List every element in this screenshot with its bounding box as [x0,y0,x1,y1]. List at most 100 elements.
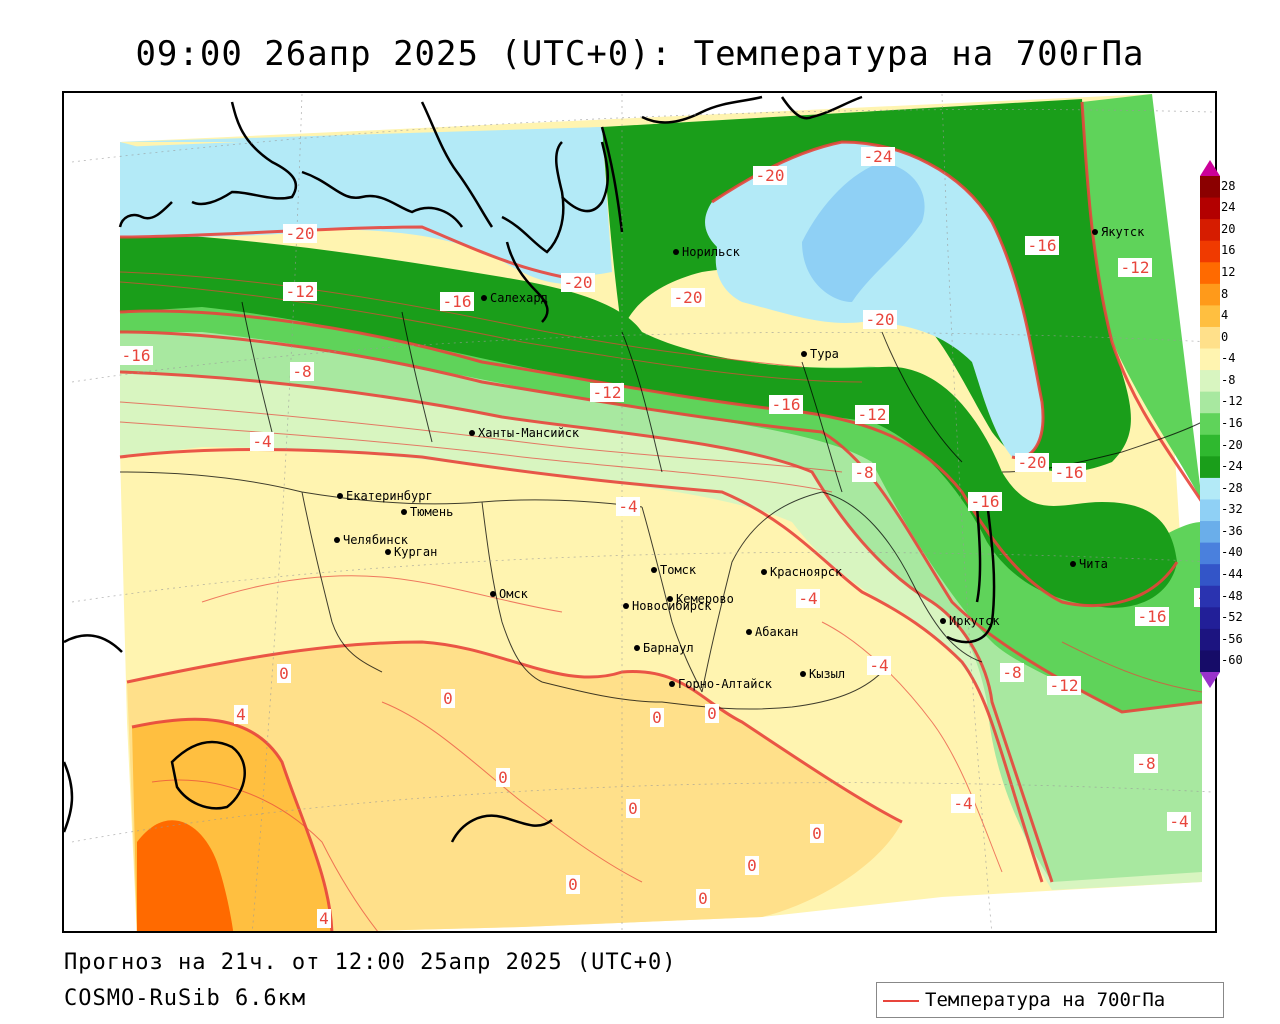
city-label: Салехард [490,291,548,305]
city-label: Челябинск [343,533,409,547]
city-label: Кызыл [809,667,845,681]
isoline-label: -8 [1002,663,1021,682]
isoline-label: -16 [1028,236,1057,255]
isoline-label: -20 [674,288,703,307]
isoline-label: -8 [292,362,311,381]
city-label: Норильск [682,245,741,259]
city-label: Тура [810,347,839,361]
isoline-label: 0 [707,704,717,723]
colorbar-top-arrow-icon [1200,160,1220,176]
isoline-label: 0 [812,824,822,843]
isoline-label: 4 [236,705,246,724]
colorbar-segment [1200,564,1220,587]
isoline-label-bg [1134,754,1158,773]
city-dot-icon [673,249,679,255]
isoline-label-bg [290,362,314,381]
colorbar-segment [1200,628,1220,651]
isoline-label: -12 [858,405,887,424]
city-dot-icon [1070,561,1076,567]
colorbar-tick-label: 4 [1221,308,1229,323]
isoline-label-bg [867,656,891,675]
colorbar-tick-label: 12 [1221,265,1236,280]
city-dot-icon [337,493,343,499]
temperature-map[interactable]: -20 -12 -16 -20 -20 -20 -24 -16 -12 -16 -8 -20 -12 -1… [64,93,1217,933]
isoline-label: -12 [593,383,622,402]
map-panel[interactable]: -20 -12 -16 -20 -20 -20 -24 -16 -12 -16 -8 -20 -12 -1… [62,91,1217,933]
isoline-label: 0 [568,875,578,894]
isoline-label: -20 [286,224,315,243]
isoline-label-bg [561,273,595,292]
colorbar [1200,160,1220,688]
city-dot-icon [1092,229,1098,235]
colorbar-segment [1200,240,1220,263]
city-dot-icon [385,549,391,555]
city-label: Новосибирск [632,599,712,613]
city-dot-icon [746,629,752,635]
temp-fill-8-to-12 [137,820,234,931]
city-label: Барнаул [643,641,694,655]
colorbar-segment [1200,262,1220,285]
city-dot-icon [623,603,629,609]
colorbar-tick-label: -12 [1221,394,1243,409]
isoline-label: -20 [1018,453,1047,472]
colorbar-segment [1200,391,1220,414]
isoline-label: 0 [698,889,708,908]
colorbar-tick-label: 20 [1221,221,1236,236]
forecast-info: Прогноз на 21ч. от 12:00 25апр 2025 (UTC… [64,950,677,975]
isoline-label-bg [626,799,640,818]
isoline-label: -4 [1169,812,1188,831]
isoline-label-bg [1025,236,1059,255]
colorbar-segment [1200,521,1220,544]
isoline-label-bg [863,310,897,329]
isoline-label: -8 [1136,754,1155,773]
colorbar-tick-label: 8 [1221,286,1229,301]
isoline-label: 0 [498,768,508,787]
isoline-label-bg [440,292,474,311]
isoline-label-bg [696,889,710,908]
colorbar-tick-label: 24 [1221,200,1236,215]
isoline-label-bg [1052,463,1086,482]
colorbar-tick-label: -20 [1221,437,1243,452]
legend-line-swatch [883,1000,919,1002]
colorbar-tick-label: -32 [1221,502,1243,517]
colorbar-tick-label: -16 [1221,416,1243,430]
colorbar-segment [1200,499,1220,522]
isoline-label: -12 [1050,676,1079,695]
isoline-label: 0 [279,664,289,683]
colorbar-segment [1200,650,1220,673]
colorbar-tick-label: 16 [1221,243,1236,258]
city-label: Чита [1079,557,1108,571]
city-label: Горно-Алтайск [678,677,773,691]
isoline-label-bg [852,463,876,482]
legend-label: Температура на 700гПа [925,989,1166,1011]
isoline-label-bg [496,768,510,787]
isoline-label-bg [317,909,331,928]
city-dot-icon [469,430,475,436]
colorbar-tick-label: -44 [1221,566,1243,581]
colorbar-segment [1200,585,1220,608]
isoline-label-bg [1135,607,1169,626]
isoline-label: -4 [252,432,271,451]
colorbar-bottom-arrow-icon [1200,672,1220,688]
isoline-label-bg [119,346,153,365]
isoline-label-bg [250,432,274,451]
temp-fill-minus16-to-minus20 [120,232,1177,608]
isoline-label-bg [705,704,719,723]
isoline-label: 0 [747,856,757,875]
city-label: Якутск [1101,225,1145,239]
isoline-label-bg [590,383,624,402]
map-legend: Температура на 700гПа [876,982,1224,1018]
coastline-layer [64,95,996,843]
colorbar-segment [1200,305,1220,328]
city-dot-icon [401,509,407,515]
temp-fill-minus24-to-minus28 [802,162,925,302]
isoline-label: -16 [1138,607,1167,626]
isoline-label-bg [441,689,455,708]
colorbar-segment [1200,607,1220,630]
isoline-label: -4 [869,656,888,675]
isoline-label-bg [1000,663,1024,682]
colorbar-segment [1200,370,1220,393]
temp-fill-minus20-to-minus24-north [120,127,612,276]
city-label: Томск [660,563,697,577]
colorbar-tick-label: -24 [1221,459,1243,474]
